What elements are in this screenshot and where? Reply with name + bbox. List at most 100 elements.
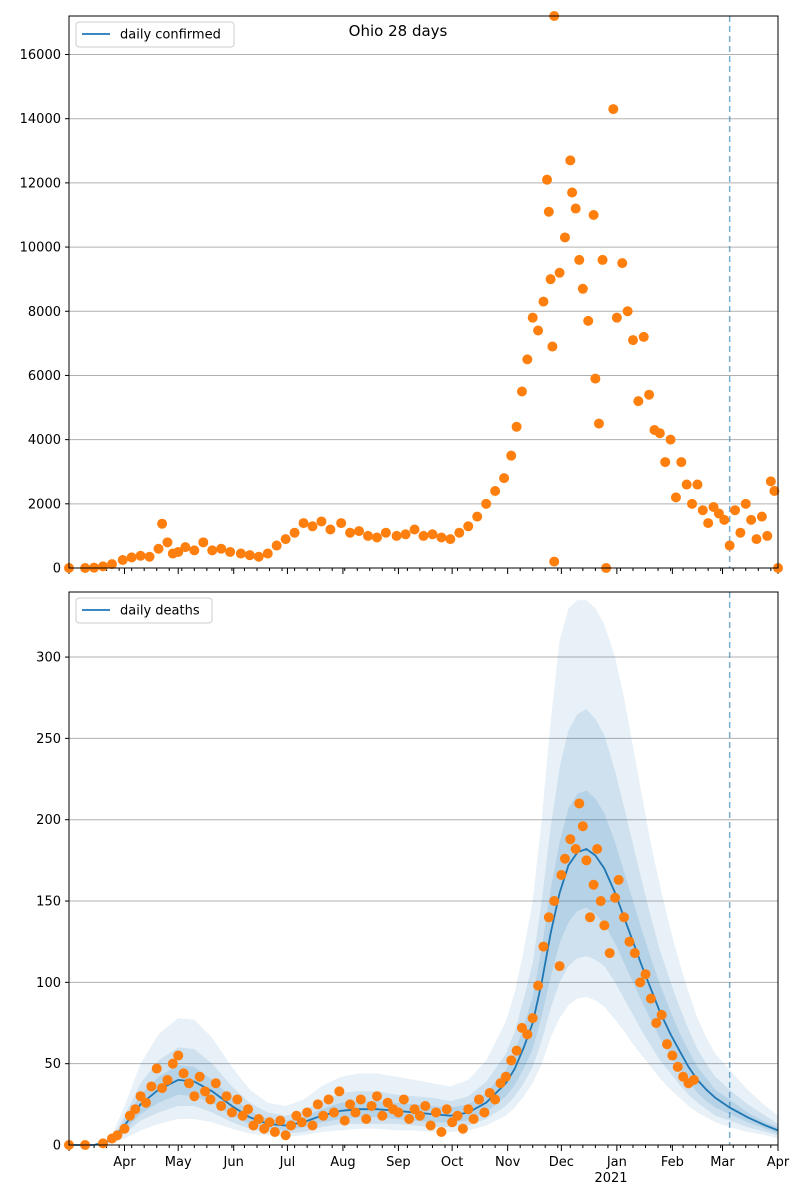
confirmed-point — [687, 498, 698, 509]
deaths-point — [210, 1078, 221, 1089]
deaths-point — [506, 1055, 517, 1066]
confirmed-point — [617, 258, 628, 269]
deaths-point — [527, 1013, 538, 1024]
confirmed-point — [307, 521, 318, 532]
deaths-point — [151, 1063, 162, 1074]
deaths-point — [112, 1130, 123, 1141]
confirmed-point — [506, 450, 517, 461]
confirmed-point — [354, 526, 365, 537]
confirmed-point — [418, 530, 429, 541]
confirmed-point — [454, 527, 465, 538]
deaths-y-tick-label: 300 — [36, 651, 61, 666]
deaths-point — [269, 1126, 280, 1137]
deaths-point — [296, 1117, 307, 1128]
deaths-point — [479, 1107, 490, 1118]
confirmed-point — [593, 418, 604, 429]
deaths-point — [441, 1104, 452, 1115]
deaths-point — [629, 948, 640, 959]
deaths-legend: daily deaths — [75, 597, 213, 624]
x-tick-label: Mar — [710, 1155, 735, 1170]
confirmed-title: Ohio 28 days — [349, 22, 448, 40]
confirmed-point — [588, 209, 599, 220]
deaths-band-inner — [69, 790, 778, 1145]
confirmed-point — [583, 315, 594, 326]
confirmed-point — [527, 312, 538, 323]
confirmed-point — [490, 485, 501, 496]
deaths-point — [500, 1071, 511, 1082]
deaths-point — [253, 1113, 264, 1124]
confirmed-y-tick-label: 2000 — [28, 497, 61, 512]
confirmed-point — [316, 516, 327, 527]
deaths-point — [577, 821, 588, 832]
deaths-point — [420, 1100, 431, 1111]
confirmed-y-tick-label: 14000 — [20, 112, 61, 127]
confirmed-point — [769, 485, 780, 496]
confirmed-point — [472, 511, 483, 522]
confirmed-point — [611, 312, 622, 323]
confirmed-point — [244, 550, 255, 561]
deaths-point — [302, 1107, 313, 1118]
confirmed-point — [391, 530, 402, 541]
confirmed-y-tick-label: 0 — [53, 562, 61, 577]
confirmed-point — [117, 554, 128, 565]
confirmed-point — [216, 543, 227, 554]
x-tick-label: May — [165, 1155, 192, 1170]
confirmed-point — [627, 335, 638, 346]
confirmed-point — [499, 473, 510, 484]
deaths-y-tick-label: 200 — [36, 813, 61, 828]
confirmed-point — [542, 174, 553, 185]
confirmed-point — [570, 203, 581, 214]
confirmed-point — [751, 534, 762, 545]
deaths-point — [522, 1029, 533, 1040]
confirmed-point — [676, 457, 687, 468]
deaths-point — [130, 1104, 141, 1115]
deaths-point — [264, 1117, 275, 1128]
confirmed-point — [157, 518, 168, 529]
deaths-point — [511, 1045, 522, 1056]
confirmed-point — [670, 492, 681, 503]
confirmed-point — [380, 527, 391, 538]
confirmed-point — [549, 556, 560, 567]
deaths-grid — [69, 656, 778, 1065]
x-tick-label: Dec — [549, 1155, 574, 1170]
confirmed-point — [325, 524, 336, 535]
deaths-point — [328, 1107, 339, 1118]
confirmed-point — [654, 428, 665, 439]
deaths-point — [366, 1100, 377, 1111]
confirmed-point — [597, 254, 608, 265]
deaths-point — [377, 1110, 388, 1121]
confirmed-grid — [69, 54, 778, 505]
confirmed-point — [189, 545, 200, 556]
confirmed-point — [153, 543, 164, 554]
confirmed-point — [692, 479, 703, 490]
confirmed-point — [554, 267, 565, 278]
confirmed-point — [98, 561, 109, 572]
confirmed-point — [207, 545, 218, 556]
deaths-point — [556, 870, 567, 881]
confirmed-point — [336, 518, 347, 529]
confirmed-point — [644, 389, 655, 400]
confirmed-point — [762, 530, 773, 541]
confirmed-y-tick-label: 16000 — [20, 48, 61, 63]
deaths-axes-frame — [68, 591, 779, 1146]
deaths-point — [595, 896, 606, 907]
confirmed-y-tick-label: 12000 — [20, 176, 61, 191]
confirmed-axes-frame — [68, 15, 779, 569]
confirmed-point — [638, 331, 649, 342]
deaths-point — [318, 1110, 329, 1121]
x-tick-label: Jul — [279, 1155, 296, 1170]
confirmed-point — [543, 206, 554, 217]
deaths-point — [425, 1120, 436, 1131]
deaths-point — [431, 1107, 442, 1118]
confirmed-point — [481, 498, 492, 509]
deaths-point — [490, 1094, 501, 1105]
deaths-band-middle — [69, 709, 778, 1145]
confirmed-point — [198, 537, 209, 548]
confirmed-point — [289, 527, 300, 538]
deaths-point — [559, 853, 570, 864]
confirmed-y-tick-label: 10000 — [20, 241, 61, 256]
x-tick-label: Apr — [113, 1155, 136, 1170]
confirmed-point — [756, 511, 767, 522]
deaths-point — [393, 1107, 404, 1118]
confirmed-dots — [64, 11, 783, 573]
